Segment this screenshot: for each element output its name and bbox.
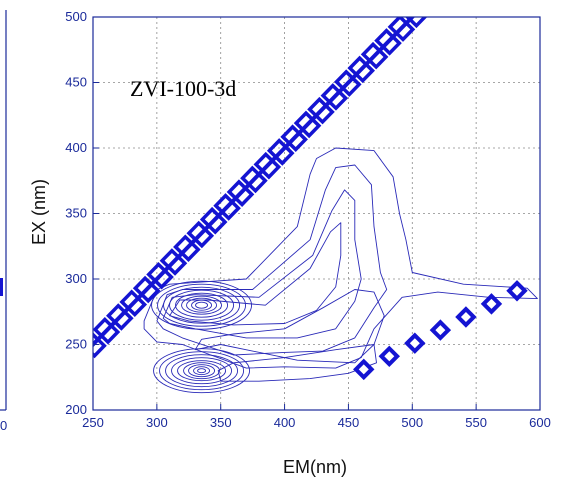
peak-a-contour (186, 297, 218, 313)
scatter-box (213, 193, 241, 221)
contour-lower-outer (217, 344, 377, 382)
scatter-box (360, 41, 389, 70)
scatter-box (387, 17, 416, 42)
rayleigh-scatter-second-order (353, 280, 528, 381)
y-tick-label: 500 (65, 9, 87, 24)
peak-b-contour (193, 366, 211, 376)
y-tick-label: 450 (65, 75, 87, 90)
scatter-diamond-core (486, 298, 497, 309)
scatter-diamond-core (435, 325, 446, 336)
x-tick-label: 300 (146, 415, 168, 430)
scatter-box (320, 83, 349, 111)
peak-b-contour (165, 354, 239, 388)
peak-b-contour (188, 364, 216, 378)
x-tick-label: 500 (401, 415, 423, 430)
x-tick-label: 450 (338, 415, 360, 430)
y-tick-label: 400 (65, 140, 87, 155)
scatter-box (106, 303, 134, 331)
peak-a-contour (163, 286, 241, 324)
contour-outer-4 (169, 222, 342, 326)
contour-layer (93, 17, 540, 410)
scatter-box (240, 165, 268, 194)
scatter-box (280, 124, 308, 152)
scatter-box (146, 261, 174, 290)
left-panel-tick-label: 0 (0, 418, 7, 433)
scatter-diamond-core (384, 351, 395, 362)
scatter-box (401, 17, 429, 29)
scatter-box (347, 55, 376, 84)
x-tick-label: 400 (274, 415, 296, 430)
scatter-box (119, 289, 148, 318)
peak-a-contour (191, 299, 213, 311)
peak-b-contour (153, 348, 251, 394)
x-tick-label: 250 (82, 415, 104, 430)
scatter-box (132, 275, 161, 304)
contour-outer-3 (162, 189, 362, 339)
scatter-box (159, 248, 188, 276)
y-tick-label: 350 (65, 206, 87, 221)
peak-a-contour (181, 295, 223, 315)
scatter-diamond-core (512, 285, 523, 296)
peak-a-contour (195, 301, 209, 309)
peak-b-contour (183, 362, 221, 380)
scatter-box (266, 138, 295, 166)
peak-b-contour (159, 351, 245, 391)
x-tick-label: 600 (529, 415, 551, 430)
axes: 250 300 350 400 450 500 550 6002002503003504004… (65, 9, 551, 430)
panel-label: ZVI-100-3d (130, 76, 236, 101)
scatter-box (293, 110, 322, 139)
scatter-diamond-core (460, 311, 471, 322)
contour-outer-2 (156, 164, 388, 356)
y-tick-label: 300 (65, 271, 87, 286)
rayleigh-scatter-first-order (93, 17, 429, 359)
x-tick-label: 350 (210, 415, 232, 430)
peak-b-contour (171, 357, 233, 385)
plot-area (93, 17, 540, 410)
peak-b-contour (177, 360, 227, 382)
x-tick-label: 550 (465, 415, 487, 430)
scatter-box (374, 28, 402, 56)
scatter-box (186, 220, 215, 249)
scatter-diamond-core (409, 338, 420, 349)
peak-a-contour (157, 283, 247, 327)
contour-band-1 (194, 289, 385, 364)
y-tick-label: 250 (65, 337, 87, 352)
scatter-box (173, 234, 201, 262)
peak-a-contour (151, 280, 253, 330)
left-panel-fragment: 0 (0, 10, 7, 433)
peak-a-contour (169, 289, 235, 321)
y-axis-title: EX (nm) (29, 179, 49, 245)
contour-outer-1 (143, 147, 538, 369)
scatter-diamond-core (358, 364, 369, 375)
x-axis-title: EM(nm) (283, 457, 347, 477)
scatter-box (226, 179, 255, 207)
scatter-box (93, 316, 121, 345)
peak-a-contour (175, 292, 229, 318)
scatter-box (93, 330, 107, 359)
scatter-box (253, 151, 282, 180)
scatter-box (199, 206, 228, 235)
peak-b-contour (197, 368, 207, 374)
y-tick-label: 200 (65, 402, 87, 417)
scatter-box (307, 96, 335, 125)
scatter-box (333, 69, 362, 97)
scatter-line (93, 17, 416, 348)
